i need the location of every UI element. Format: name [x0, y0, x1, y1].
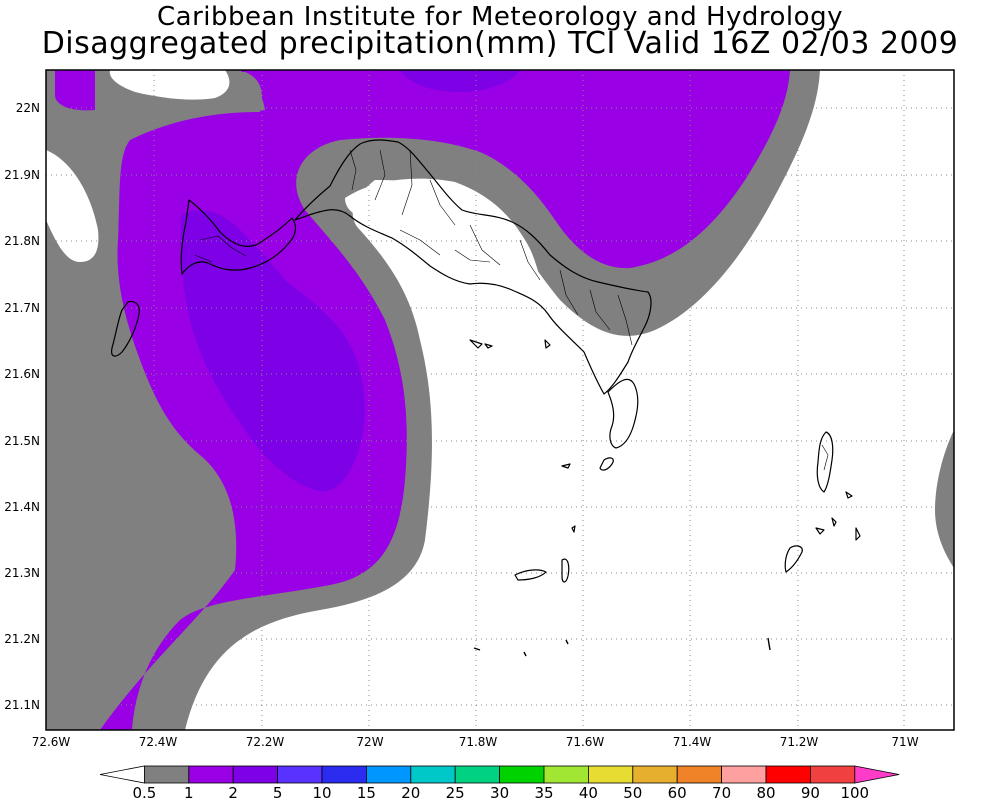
- cay-3: [544, 339, 551, 349]
- lat-tick-label: 21.9N: [4, 168, 40, 182]
- lon-tick-label: 71.6W: [566, 735, 605, 749]
- colorbar-label: 30: [490, 784, 509, 800]
- lon-tick-label: 71W: [891, 735, 918, 749]
- colorbar-label: 100: [840, 784, 869, 800]
- cay-9: [815, 527, 825, 535]
- colorbar-label: 2: [228, 784, 238, 800]
- lat-tick-label: 21.8N: [4, 234, 40, 248]
- island-providenciales: [180, 199, 297, 275]
- colorbar-segment: [632, 765, 678, 784]
- island-east-caicos: [607, 378, 639, 449]
- colorbar-label: 60: [668, 784, 687, 800]
- colorbar-label: 70: [712, 784, 731, 800]
- lon-tick-label: 71.2W: [780, 735, 819, 749]
- lat-tick-label: 21.4N: [4, 500, 40, 514]
- lon-tick-label: 72.2W: [246, 735, 285, 749]
- colorbar-label: 40: [579, 784, 598, 800]
- island-south-caicos: [599, 457, 614, 471]
- map-plot-area: [46, 70, 954, 730]
- cay-10: [473, 647, 481, 651]
- cay-12: [565, 639, 569, 645]
- colorbar-segment: [676, 765, 723, 784]
- colorbar-segment: [721, 765, 767, 784]
- precip-white-left-edge: [46, 150, 99, 262]
- longitude-axis: 72.6W 72.4W 72.2W 72W 71.8W 71.6W 71.4W …: [32, 735, 919, 749]
- map-frame: [45, 69, 955, 731]
- island-west-caicos: [111, 300, 140, 357]
- cay-8: [855, 527, 861, 541]
- island-long-cay: [561, 558, 570, 583]
- colorbar-label: 1: [184, 784, 194, 800]
- latitude-axis: 22N 21.9N 21.8N 21.7N 21.6N 21.5N 21.4N …: [4, 101, 40, 712]
- precipitation-colorbar: 0.5 1 2 5 10 15 20 25 30 35 40 50 60 70 80 90 100: [99, 765, 900, 800]
- cay-6: [845, 491, 853, 499]
- lon-tick-label: 72.6W: [32, 735, 71, 749]
- lat-tick-label: 21.1N: [4, 698, 40, 712]
- cay-1: [469, 339, 483, 349]
- map-gridlines: [46, 70, 954, 730]
- island-north-middle-caicos: [294, 139, 652, 395]
- colorbar-segment: [365, 765, 412, 784]
- colorbar-segment: [588, 765, 634, 784]
- colorbar-label: 20: [401, 784, 420, 800]
- precip-white-top-left: [109, 70, 230, 100]
- cay-2: [484, 343, 493, 349]
- precip-contour-2-5mm: [180, 210, 365, 492]
- precip-gap-top-left: [46, 70, 265, 240]
- colorbar-label: 50: [623, 784, 642, 800]
- colorbar-segment: [277, 765, 323, 784]
- colorbar-segment: [765, 765, 811, 784]
- cay-7: [831, 517, 837, 527]
- colorbar-segment: [543, 765, 589, 784]
- lat-tick-label: 21.3N: [4, 566, 40, 580]
- colorbar-segment: [321, 765, 367, 784]
- lat-tick-label: 22N: [16, 101, 40, 115]
- precip-contour-right-edge: [935, 430, 954, 568]
- colorbar-label: 10: [312, 784, 331, 800]
- product-title: Disaggregated precipitation(mm) TCI Vali…: [41, 26, 959, 61]
- coastlines: [111, 139, 861, 657]
- cay-13: [767, 637, 771, 651]
- island-grand-turk: [816, 431, 834, 493]
- colorbar-segment: [143, 765, 190, 784]
- colorbar-segment: [499, 765, 545, 784]
- colorbar-segment: [854, 765, 900, 784]
- island-ambergris-cay: [514, 569, 547, 581]
- colorbar-label: 90: [801, 784, 820, 800]
- colorbar-segment: [810, 765, 856, 784]
- lat-tick-label: 21.2N: [4, 632, 40, 646]
- lat-tick-label: 21.7N: [4, 301, 40, 315]
- colorbar-segment: [232, 765, 278, 784]
- colorbar-label: 15: [357, 784, 376, 800]
- colorbar-segment: [410, 765, 456, 784]
- colorbar-label: 80: [756, 784, 775, 800]
- institution-title: Caribbean Institute for Meteorology and …: [157, 2, 843, 32]
- cay-4: [561, 463, 571, 469]
- colorbar-label: 25: [446, 784, 465, 800]
- precip-white-caicos: [345, 178, 600, 355]
- lon-tick-label: 71.4W: [673, 735, 712, 749]
- lon-tick-label: 72.4W: [139, 735, 178, 749]
- colorbar-segment: [188, 765, 234, 784]
- lon-tick-label: 72W: [356, 735, 383, 749]
- lon-tick-label: 71.8W: [459, 735, 498, 749]
- colorbar-segment: [99, 765, 145, 784]
- lat-tick-label: 21.6N: [4, 367, 40, 381]
- colorbar-segment: [454, 765, 501, 784]
- colorbar-label: 5: [273, 784, 283, 800]
- colorbar-label: 0.5: [132, 784, 156, 800]
- cay-11: [523, 651, 527, 657]
- lat-tick-label: 21.5N: [4, 434, 40, 448]
- precip-contour-2-5mm-top: [400, 70, 520, 92]
- island-salt-cay: [784, 545, 803, 573]
- colorbar-label: 35: [534, 784, 553, 800]
- cay-5: [571, 525, 576, 533]
